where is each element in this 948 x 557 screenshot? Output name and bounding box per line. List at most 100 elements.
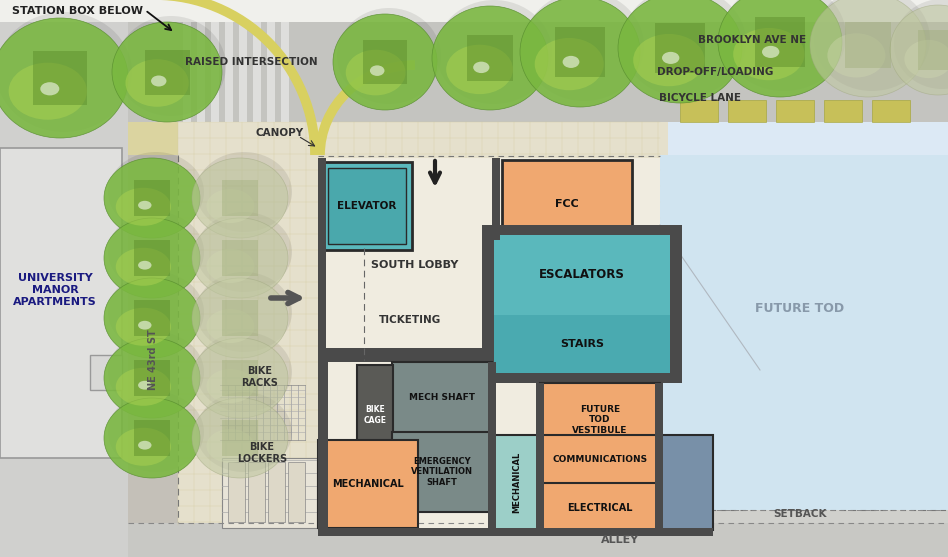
Text: NE 43rd ST: NE 43rd ST: [148, 330, 158, 390]
Bar: [222, 458, 317, 528]
Ellipse shape: [432, 6, 548, 110]
Ellipse shape: [40, 82, 60, 95]
Bar: [222, 300, 258, 336]
Ellipse shape: [104, 398, 200, 478]
Bar: [655, 23, 704, 73]
Ellipse shape: [116, 308, 171, 346]
Bar: [128, 155, 178, 530]
Bar: [318, 528, 713, 536]
Ellipse shape: [116, 428, 171, 466]
Bar: [281, 22, 289, 122]
Bar: [268, 462, 285, 522]
Bar: [824, 100, 862, 122]
Ellipse shape: [333, 14, 437, 110]
Bar: [128, 122, 178, 530]
Ellipse shape: [520, 0, 640, 107]
Bar: [228, 462, 245, 522]
Bar: [0, 0, 948, 22]
Ellipse shape: [125, 59, 189, 107]
Ellipse shape: [196, 332, 292, 412]
Bar: [318, 158, 326, 358]
Text: MECHANICAL: MECHANICAL: [332, 479, 404, 489]
Bar: [482, 373, 682, 383]
Ellipse shape: [192, 158, 288, 238]
Ellipse shape: [196, 212, 292, 292]
Ellipse shape: [138, 321, 152, 330]
Bar: [658, 435, 713, 530]
Text: ALLEY: ALLEY: [601, 535, 639, 545]
Ellipse shape: [618, 0, 742, 103]
Text: MECHANICAL: MECHANICAL: [513, 451, 521, 512]
Text: RAISED INTERSECTION: RAISED INTERSECTION: [185, 57, 318, 67]
Ellipse shape: [633, 34, 704, 86]
Ellipse shape: [104, 338, 200, 418]
Bar: [670, 225, 682, 383]
Ellipse shape: [894, 0, 948, 89]
Bar: [660, 155, 948, 530]
Ellipse shape: [138, 201, 152, 209]
Bar: [872, 100, 910, 122]
Ellipse shape: [196, 152, 292, 232]
Bar: [490, 315, 675, 373]
Bar: [318, 348, 662, 362]
Ellipse shape: [138, 261, 152, 270]
Bar: [222, 180, 258, 216]
Bar: [211, 22, 219, 122]
Text: SETBACK: SETBACK: [774, 509, 827, 519]
Ellipse shape: [116, 368, 171, 406]
Ellipse shape: [108, 332, 204, 412]
Text: FCC: FCC: [556, 199, 579, 209]
Bar: [680, 100, 718, 122]
Bar: [655, 383, 663, 530]
Ellipse shape: [436, 0, 552, 104]
Bar: [144, 50, 190, 95]
Bar: [197, 22, 205, 122]
Ellipse shape: [562, 56, 579, 68]
Text: EMERGENCY
VENTILATION
SHAFT: EMERGENCY VENTILATION SHAFT: [411, 457, 473, 487]
Ellipse shape: [192, 398, 288, 478]
Bar: [318, 348, 328, 530]
Ellipse shape: [116, 188, 171, 226]
Bar: [33, 51, 87, 105]
Ellipse shape: [0, 12, 132, 132]
Bar: [128, 122, 668, 530]
Ellipse shape: [814, 0, 930, 91]
Bar: [540, 435, 660, 485]
Ellipse shape: [192, 338, 288, 418]
Text: BIKE
LOCKERS: BIKE LOCKERS: [237, 442, 287, 464]
Bar: [322, 162, 412, 250]
Ellipse shape: [828, 33, 885, 77]
Bar: [540, 383, 660, 458]
Bar: [492, 435, 542, 530]
Text: FUTURE
TOD
VESTIBULE: FUTURE TOD VESTIBULE: [573, 405, 628, 435]
Ellipse shape: [370, 65, 385, 76]
Bar: [128, 122, 178, 530]
Bar: [845, 22, 891, 69]
Ellipse shape: [447, 45, 513, 94]
Bar: [480, 510, 948, 523]
Bar: [482, 225, 494, 383]
Ellipse shape: [904, 40, 948, 78]
Text: UNIVERSITY
MANOR
APARTMENTS: UNIVERSITY MANOR APARTMENTS: [13, 273, 97, 306]
Bar: [134, 180, 170, 216]
Ellipse shape: [762, 46, 779, 58]
Bar: [267, 22, 275, 122]
Ellipse shape: [116, 248, 171, 286]
Text: STATION BOX BELOW: STATION BOX BELOW: [12, 6, 143, 16]
Ellipse shape: [337, 8, 441, 104]
Ellipse shape: [890, 5, 948, 95]
Ellipse shape: [207, 249, 254, 283]
Bar: [128, 22, 948, 122]
Ellipse shape: [718, 0, 842, 97]
Ellipse shape: [192, 278, 288, 358]
Bar: [134, 360, 170, 396]
Bar: [134, 300, 170, 336]
Text: BIKE
RACKS: BIKE RACKS: [242, 366, 279, 388]
Ellipse shape: [207, 309, 254, 343]
Bar: [488, 362, 496, 530]
Bar: [248, 462, 265, 522]
Text: CANOPY: CANOPY: [256, 128, 304, 138]
Ellipse shape: [810, 0, 926, 97]
Ellipse shape: [622, 0, 746, 97]
Bar: [540, 483, 660, 533]
